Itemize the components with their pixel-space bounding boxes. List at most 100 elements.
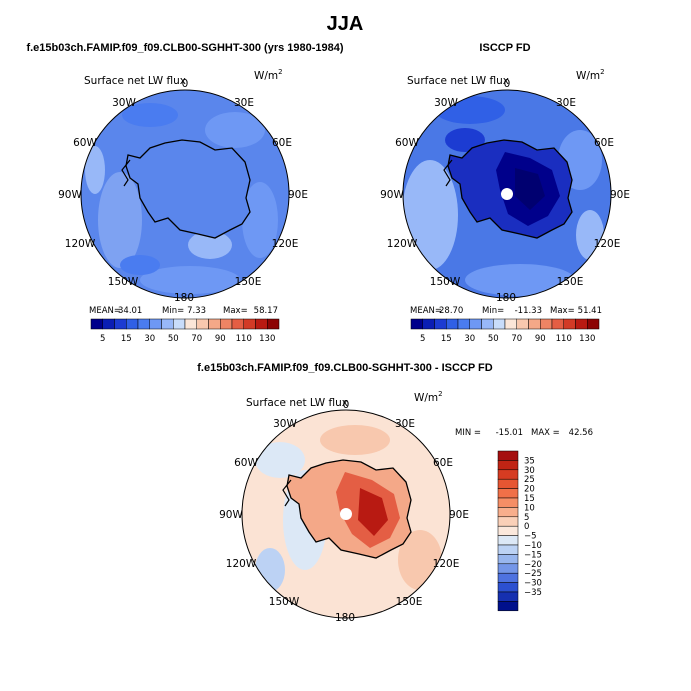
stats-mean-label: MEAN= [410,306,442,316]
colorbar-tick-label: 70 [191,334,202,344]
colorbar-cell [243,318,256,330]
stats-line: MIN = -15.01 MAX = 42.56 [455,428,593,438]
colorbar-tick-label: 130 [259,334,275,344]
lon-label-30w: 30W [273,418,297,430]
colorbar-cell [497,535,519,546]
lon-label-180: 180 [496,292,516,304]
colorbar-cell [497,450,519,461]
colorbar-cell [149,318,162,330]
colorbar-cell [497,460,519,471]
pole-hole [340,508,352,520]
colorbar-tick-label: −30 [524,579,542,589]
colorbar-tick-label: 15 [524,494,535,504]
colorbar-cell [173,318,186,330]
lon-label-60w: 60W [395,137,419,149]
units-label: W/m2 [414,390,443,404]
colorbar-tick-label: −10 [524,541,542,551]
colorbar-tick-label: 15 [441,334,452,344]
colorbar-cell [504,318,517,330]
lon-label-60e: 60E [433,457,453,469]
colorbar-cell [497,488,519,499]
colorbar-cell [551,318,564,330]
units-text: W/m [576,70,600,82]
colorbar-cell [493,318,506,330]
stats-max-label: Max= [223,306,248,316]
colorbar-cell [196,318,209,330]
units-label: W/m2 [254,68,283,82]
colorbar-cell [497,544,519,555]
lon-label-150w: 150W [269,596,300,608]
colorbar-tick-label: 50 [168,334,179,344]
variable-label: Surface net LW flux [84,75,186,87]
colorbar-cell [457,318,470,330]
colorbar-cell [516,318,529,330]
lon-label-90w: 90W [380,189,404,201]
colorbar-tick-label: 90 [535,334,546,344]
stats-min-label: Min= [482,306,504,316]
lon-label-180: 180 [174,292,194,304]
stats-min: -15.01 [496,428,523,438]
colorbar-cell [126,318,139,330]
stats-min-label: Min= [162,306,184,316]
colorbar-cell [469,318,482,330]
colorbar-cell [208,318,221,330]
panel-title: f.e15b03ch.FAMIP.f09_f09.CLB00-SGHHT-300… [197,362,493,374]
colorbar-tick-label: 30 [524,466,535,476]
panel-isccp: ISCCP FD Surface net LW flux W/m2 0 30E … [380,42,630,344]
colorbar-tick-label: 70 [511,334,522,344]
lon-label-60w: 60W [234,457,258,469]
lon-label-60e: 60E [594,137,614,149]
colorbar-tick-label: 5 [420,334,425,344]
lon-label-30w: 30W [112,97,136,109]
map-boundary [241,409,451,619]
pole-hole [501,188,513,200]
colorbar-tick-label: 90 [215,334,226,344]
colorbar-cell [90,318,103,330]
colorbar-tick-label: 50 [488,334,499,344]
colorbar-cell [220,318,233,330]
colorbar-cell [497,554,519,565]
colorbar-cell [540,318,553,330]
lon-label-0: 0 [182,78,189,90]
lon-label-90e: 90E [449,509,469,521]
colorbar-cell [137,318,150,330]
lon-label-150w: 150W [108,276,139,288]
lon-label-60e: 60E [272,137,292,149]
longitude-labels: 0 30E 60E 90E 120E 150E 180 150W 120W 90… [380,78,630,304]
colorbar-cell [255,318,268,330]
panel-title: ISCCP FD [479,42,530,54]
stats-min: -11.33 [515,306,542,316]
colorbar: 5 15 30 50 70 90 110 130 [90,318,280,344]
lon-label-120w: 120W [65,238,96,250]
colorbar-tick-label: 25 [524,475,535,485]
page-title: JJA [327,13,364,35]
colorbar-cell [410,318,423,330]
lon-label-120e: 120E [272,238,299,250]
lon-label-90w: 90W [58,189,82,201]
longitude-labels: 0 30E 60E 90E 120E 150E 180 150W 120W 90… [219,399,469,624]
colorbar-tick-label: 10 [524,503,535,513]
colorbar-cell [497,572,519,583]
units-text: W/m [254,70,278,82]
stats-line: MEAN= 28.70 Min= -11.33 Max= 51.41 [410,306,602,316]
colorbar-tick-label: −15 [524,550,542,560]
colorbar-tick-label: 30 [144,334,155,344]
stats-mean: 28.70 [439,306,463,316]
colorbar-tick-label: 35 [524,456,535,466]
colorbar-cell [497,601,519,612]
stats-mean: 34.01 [118,306,142,316]
lon-label-120w: 120W [226,558,257,570]
colorbar-tick-label: 15 [121,334,132,344]
colorbar-cell [497,563,519,574]
colorbar-cell [481,318,494,330]
variable-label: Surface net LW flux [246,397,348,409]
stats-max-label: MAX = [531,428,560,438]
colorbar-cell [434,318,447,330]
lon-label-120e: 120E [594,238,621,250]
colorbar-tick-label: 110 [556,334,572,344]
colorbar-cell [102,318,115,330]
stats-max: 42.56 [569,428,593,438]
colorbar-cell [422,318,435,330]
lon-label-30e: 30E [395,418,415,430]
